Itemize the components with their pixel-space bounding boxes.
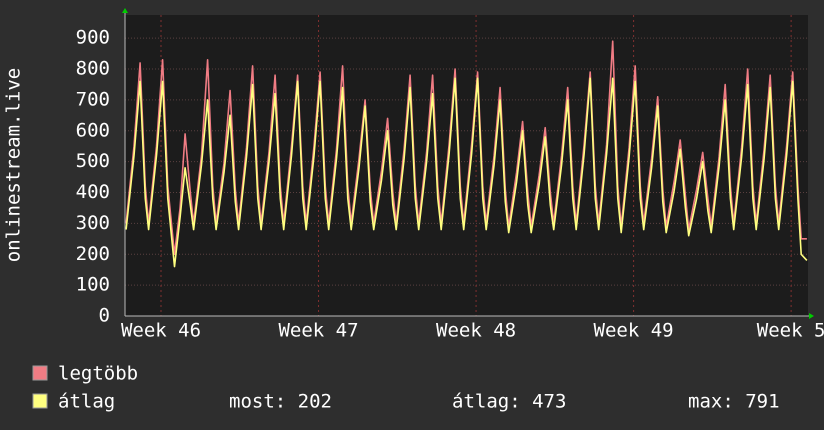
stat-label: max: 791 [688,391,780,413]
y-tick-label: 300 [76,212,110,234]
y-tick-label: 400 [76,181,110,203]
y-tick-label: 200 [76,243,110,265]
y-tick-label: 900 [76,27,110,49]
legend-swatch [32,393,48,409]
y-tick-label: 800 [76,58,110,80]
y-tick-label: 700 [76,88,110,110]
y-tick-label: 500 [76,150,110,172]
stat-label: átlag: 473 [452,391,566,413]
y-axis-label: onlinestream.live [3,68,25,262]
y-tick-label: 0 [99,305,110,327]
x-tick-label: Week 48 [436,320,516,342]
stat-label: most: 202 [229,391,332,413]
y-tick-label: 100 [76,274,110,296]
plot-area [125,15,808,316]
x-tick-label: Week 49 [594,320,674,342]
x-tick-label: Week 46 [121,320,201,342]
axis-arrow [122,8,128,13]
x-tick-label: Week 47 [278,320,358,342]
legend-label: legtöbb [58,363,138,385]
x-tick-label: Week 5 [757,320,824,342]
axis-arrow [809,313,814,319]
legend-label: átlag [58,391,115,413]
y-tick-label: 600 [76,119,110,141]
legend-swatch [32,365,48,381]
series-line [125,77,808,268]
